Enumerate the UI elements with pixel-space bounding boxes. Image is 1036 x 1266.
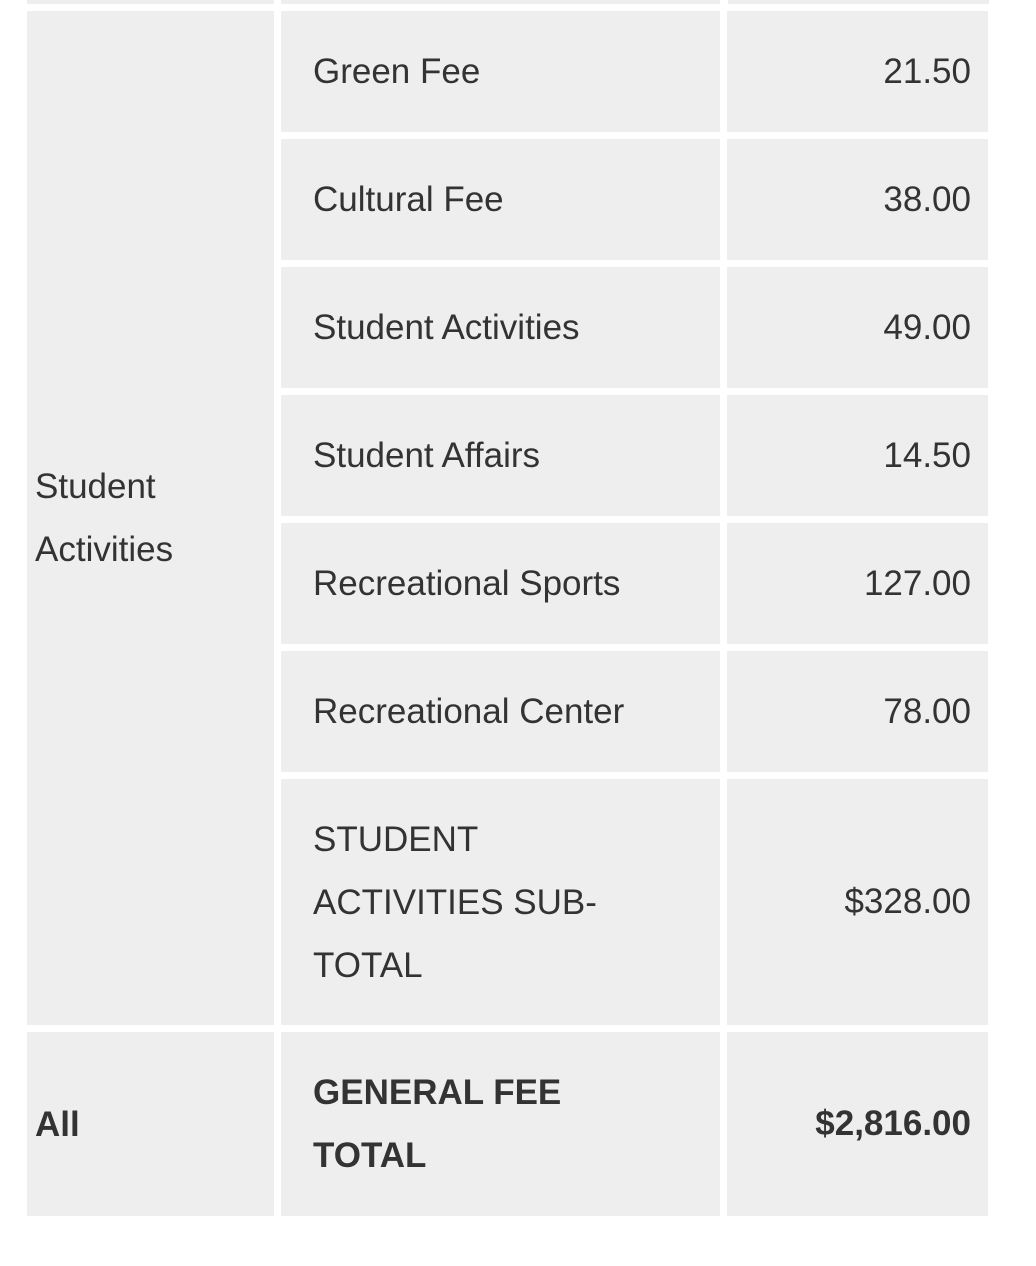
subtotal-amount: $328.00: [727, 779, 988, 1025]
fee-amount: 21.50: [727, 11, 988, 132]
table-row: Student Affairs 14.50: [27, 395, 988, 516]
fee-name: Student Activities: [281, 267, 720, 388]
total-group: All: [27, 1032, 274, 1216]
fee-name: Recreational Center: [281, 651, 720, 772]
table-row: Student Activities 49.00: [27, 267, 988, 388]
fee-amount: 127.00: [727, 523, 988, 644]
fee-name: Cultural Fee: [281, 139, 720, 260]
fee-name: Student Affairs: [281, 395, 720, 516]
fee-amount: 14.50: [727, 395, 988, 516]
fee-name: Green Fee: [281, 11, 720, 132]
subtotal-name: STUDENT ACTIVITIES SUB-TOTAL: [281, 779, 720, 1025]
total-name: GENERAL FEE TOTAL: [281, 1032, 720, 1216]
total-row: All GENERAL FEE TOTAL $2,816.00: [27, 1032, 988, 1216]
table-row: Student Activities Green Fee 21.50: [27, 11, 988, 1025]
group-cell: Student Activities: [27, 11, 274, 1025]
previous-row-edge: [281, 0, 720, 4]
table-row: Recreational Center 78.00: [27, 651, 988, 772]
table-row: Cultural Fee 38.00: [27, 139, 988, 260]
previous-row-edge: [27, 0, 274, 4]
subtotal-row: STUDENT ACTIVITIES SUB-TOTAL $328.00: [27, 779, 988, 1025]
previous-row-edge: [728, 0, 989, 4]
fee-amount: 49.00: [727, 267, 988, 388]
fee-table: Student Activities Green Fee 21.50 Cultu…: [20, 4, 995, 1223]
table-row: Recreational Sports 127.00: [27, 523, 988, 644]
fee-amount: 78.00: [727, 651, 988, 772]
fee-amount: 38.00: [727, 139, 988, 260]
total-amount: $2,816.00: [727, 1032, 988, 1216]
fee-name: Recreational Sports: [281, 523, 720, 644]
